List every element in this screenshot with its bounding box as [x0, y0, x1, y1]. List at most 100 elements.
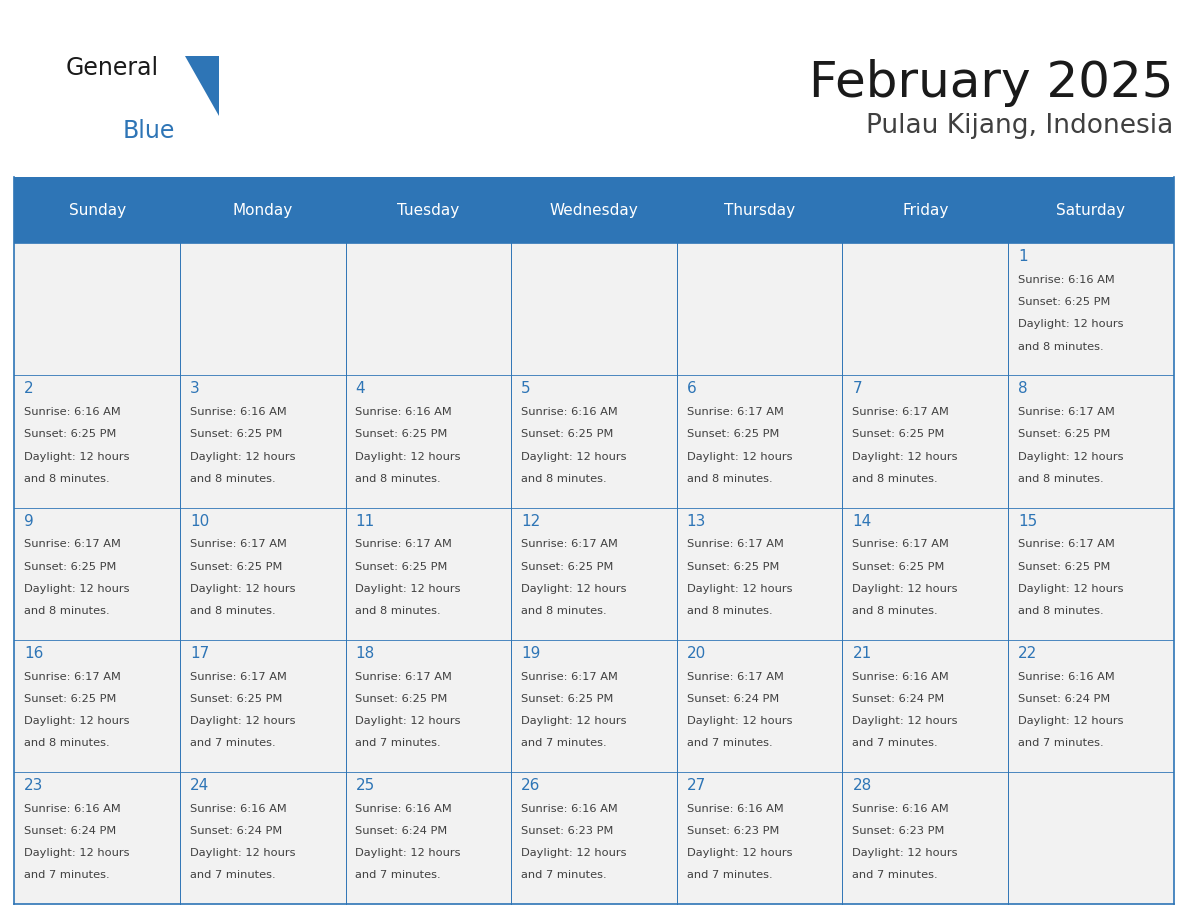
Text: and 8 minutes.: and 8 minutes. [190, 606, 276, 616]
Text: Sunset: 6:23 PM: Sunset: 6:23 PM [687, 826, 779, 836]
Text: Sunrise: 6:16 AM: Sunrise: 6:16 AM [1018, 275, 1114, 285]
Text: and 7 minutes.: and 7 minutes. [522, 870, 607, 880]
Text: Daylight: 12 hours: Daylight: 12 hours [687, 716, 792, 726]
Text: February 2025: February 2025 [809, 59, 1174, 106]
Text: Sunrise: 6:16 AM: Sunrise: 6:16 AM [190, 804, 286, 813]
Text: Sunset: 6:25 PM: Sunset: 6:25 PM [1018, 562, 1111, 572]
Text: Sunrise: 6:16 AM: Sunrise: 6:16 AM [24, 408, 121, 417]
Text: Sunset: 6:23 PM: Sunset: 6:23 PM [522, 826, 613, 836]
Text: and 7 minutes.: and 7 minutes. [355, 870, 441, 880]
Text: Sunrise: 6:16 AM: Sunrise: 6:16 AM [687, 804, 784, 813]
Text: and 7 minutes.: and 7 minutes. [190, 870, 276, 880]
Text: Blue: Blue [122, 118, 175, 142]
Text: Sunset: 6:25 PM: Sunset: 6:25 PM [1018, 430, 1111, 440]
Text: 19: 19 [522, 645, 541, 661]
Text: and 7 minutes.: and 7 minutes. [687, 738, 772, 748]
Text: and 7 minutes.: and 7 minutes. [522, 738, 607, 748]
Text: 22: 22 [1018, 645, 1037, 661]
Text: Sunset: 6:25 PM: Sunset: 6:25 PM [24, 430, 116, 440]
Text: 28: 28 [853, 778, 872, 793]
Text: and 7 minutes.: and 7 minutes. [24, 870, 109, 880]
Text: Sunset: 6:25 PM: Sunset: 6:25 PM [190, 562, 283, 572]
Text: 27: 27 [687, 778, 706, 793]
Text: 17: 17 [190, 645, 209, 661]
Text: Sunset: 6:25 PM: Sunset: 6:25 PM [190, 694, 283, 704]
Text: and 7 minutes.: and 7 minutes. [687, 870, 772, 880]
Text: Sunrise: 6:17 AM: Sunrise: 6:17 AM [687, 540, 784, 549]
Text: Daylight: 12 hours: Daylight: 12 hours [1018, 452, 1124, 462]
Text: and 7 minutes.: and 7 minutes. [853, 738, 939, 748]
Text: 12: 12 [522, 513, 541, 529]
Text: 4: 4 [355, 381, 365, 397]
Text: Friday: Friday [902, 203, 948, 218]
Text: and 8 minutes.: and 8 minutes. [1018, 474, 1104, 484]
Text: Daylight: 12 hours: Daylight: 12 hours [355, 716, 461, 726]
Text: Sunrise: 6:17 AM: Sunrise: 6:17 AM [24, 540, 121, 549]
Text: Sunset: 6:23 PM: Sunset: 6:23 PM [853, 826, 944, 836]
Text: Daylight: 12 hours: Daylight: 12 hours [190, 848, 296, 858]
Text: Daylight: 12 hours: Daylight: 12 hours [24, 716, 129, 726]
Text: Sunset: 6:25 PM: Sunset: 6:25 PM [522, 430, 613, 440]
Text: and 8 minutes.: and 8 minutes. [24, 738, 109, 748]
Text: Sunset: 6:24 PM: Sunset: 6:24 PM [190, 826, 282, 836]
Text: Sunset: 6:24 PM: Sunset: 6:24 PM [853, 694, 944, 704]
Text: Daylight: 12 hours: Daylight: 12 hours [24, 452, 129, 462]
Text: 15: 15 [1018, 513, 1037, 529]
Text: and 8 minutes.: and 8 minutes. [853, 606, 939, 616]
Text: Sunset: 6:25 PM: Sunset: 6:25 PM [24, 562, 116, 572]
Text: 26: 26 [522, 778, 541, 793]
Text: Sunset: 6:25 PM: Sunset: 6:25 PM [522, 562, 613, 572]
Text: Pulau Kijang, Indonesia: Pulau Kijang, Indonesia [866, 113, 1174, 139]
Text: and 7 minutes.: and 7 minutes. [1018, 738, 1104, 748]
Text: Daylight: 12 hours: Daylight: 12 hours [522, 584, 626, 594]
Text: 10: 10 [190, 513, 209, 529]
Text: Sunset: 6:25 PM: Sunset: 6:25 PM [853, 562, 944, 572]
Text: Sunset: 6:24 PM: Sunset: 6:24 PM [24, 826, 116, 836]
Text: and 7 minutes.: and 7 minutes. [853, 870, 939, 880]
Text: 24: 24 [190, 778, 209, 793]
Text: 8: 8 [1018, 381, 1028, 397]
Text: Daylight: 12 hours: Daylight: 12 hours [687, 452, 792, 462]
Text: Sunset: 6:25 PM: Sunset: 6:25 PM [1018, 297, 1111, 308]
Text: Sunrise: 6:17 AM: Sunrise: 6:17 AM [355, 540, 453, 549]
Text: 1: 1 [1018, 249, 1028, 264]
Text: Sunrise: 6:17 AM: Sunrise: 6:17 AM [355, 672, 453, 681]
Text: Sunset: 6:24 PM: Sunset: 6:24 PM [355, 826, 448, 836]
Text: Sunrise: 6:17 AM: Sunrise: 6:17 AM [853, 408, 949, 417]
Text: Sunrise: 6:17 AM: Sunrise: 6:17 AM [190, 540, 286, 549]
Text: Sunrise: 6:17 AM: Sunrise: 6:17 AM [853, 540, 949, 549]
Text: Daylight: 12 hours: Daylight: 12 hours [1018, 584, 1124, 594]
Text: Sunset: 6:24 PM: Sunset: 6:24 PM [687, 694, 779, 704]
Text: 18: 18 [355, 645, 374, 661]
Text: 13: 13 [687, 513, 706, 529]
Text: Daylight: 12 hours: Daylight: 12 hours [853, 584, 958, 594]
Text: and 8 minutes.: and 8 minutes. [24, 606, 109, 616]
Text: Daylight: 12 hours: Daylight: 12 hours [1018, 716, 1124, 726]
Text: 16: 16 [24, 645, 44, 661]
Text: Daylight: 12 hours: Daylight: 12 hours [853, 452, 958, 462]
Text: Sunrise: 6:17 AM: Sunrise: 6:17 AM [687, 408, 784, 417]
Text: Sunset: 6:24 PM: Sunset: 6:24 PM [1018, 694, 1111, 704]
Text: 11: 11 [355, 513, 374, 529]
Text: Monday: Monday [233, 203, 293, 218]
Text: Daylight: 12 hours: Daylight: 12 hours [1018, 319, 1124, 330]
Text: 6: 6 [687, 381, 696, 397]
Text: Daylight: 12 hours: Daylight: 12 hours [190, 452, 296, 462]
Text: Sunrise: 6:16 AM: Sunrise: 6:16 AM [1018, 672, 1114, 681]
Text: and 8 minutes.: and 8 minutes. [1018, 606, 1104, 616]
Text: Daylight: 12 hours: Daylight: 12 hours [522, 716, 626, 726]
Text: and 8 minutes.: and 8 minutes. [24, 474, 109, 484]
Text: Sunrise: 6:17 AM: Sunrise: 6:17 AM [24, 672, 121, 681]
Text: 25: 25 [355, 778, 374, 793]
Text: General: General [65, 56, 158, 80]
Text: 20: 20 [687, 645, 706, 661]
Text: Daylight: 12 hours: Daylight: 12 hours [522, 848, 626, 858]
Text: Daylight: 12 hours: Daylight: 12 hours [355, 848, 461, 858]
Text: and 7 minutes.: and 7 minutes. [355, 738, 441, 748]
Text: and 8 minutes.: and 8 minutes. [355, 474, 441, 484]
Text: Sunrise: 6:17 AM: Sunrise: 6:17 AM [522, 672, 618, 681]
Text: Saturday: Saturday [1056, 203, 1125, 218]
Text: and 8 minutes.: and 8 minutes. [190, 474, 276, 484]
Text: Sunrise: 6:16 AM: Sunrise: 6:16 AM [853, 672, 949, 681]
Text: Daylight: 12 hours: Daylight: 12 hours [355, 584, 461, 594]
